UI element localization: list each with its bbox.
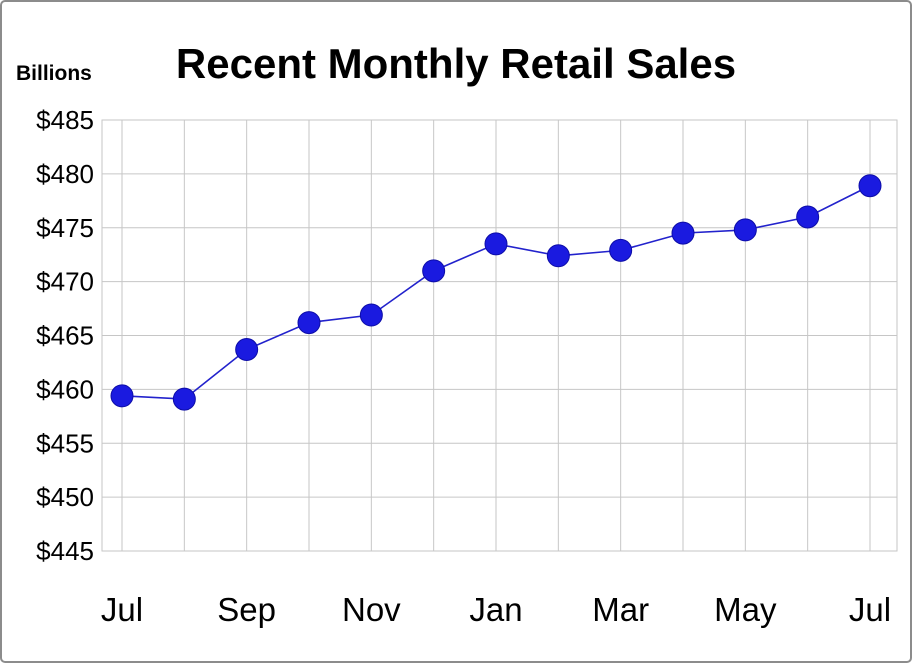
data-point-marker <box>235 338 259 362</box>
data-point-marker <box>733 218 757 242</box>
x-tick-label: Nov <box>342 591 401 628</box>
data-point-marker <box>359 303 383 327</box>
data-point-marker <box>172 387 196 411</box>
y-tick-label: $465 <box>36 321 94 351</box>
x-tick-label: May <box>714 591 777 628</box>
y-tick-label: $470 <box>36 267 94 297</box>
y-tick-label: $460 <box>36 374 94 404</box>
x-tick-label: Jan <box>469 591 522 628</box>
data-point-marker <box>484 232 508 256</box>
y-tick-label: $485 <box>36 105 94 135</box>
data-point-marker <box>110 384 134 408</box>
data-point-marker <box>546 244 570 268</box>
data-point-marker <box>297 311 321 335</box>
data-point-marker <box>609 238 633 262</box>
x-tick-label: Jul <box>101 591 143 628</box>
y-tick-label: $445 <box>36 536 94 566</box>
x-tick-label: Sep <box>217 591 276 628</box>
y-tick-label: $480 <box>36 159 94 189</box>
data-point-marker <box>796 205 820 229</box>
x-tick-label: Jul <box>849 591 891 628</box>
y-tick-label: $455 <box>36 428 94 458</box>
y-axis-unit-label: Billions <box>16 62 92 85</box>
data-point-marker <box>422 259 446 283</box>
chart-title: Recent Monthly Retail Sales <box>175 40 737 87</box>
y-tick-label: $450 <box>36 482 94 512</box>
x-tick-label: Mar <box>592 591 649 628</box>
y-tick-label: $475 <box>36 213 94 243</box>
data-point-marker <box>858 174 882 198</box>
data-point-marker <box>671 221 695 245</box>
